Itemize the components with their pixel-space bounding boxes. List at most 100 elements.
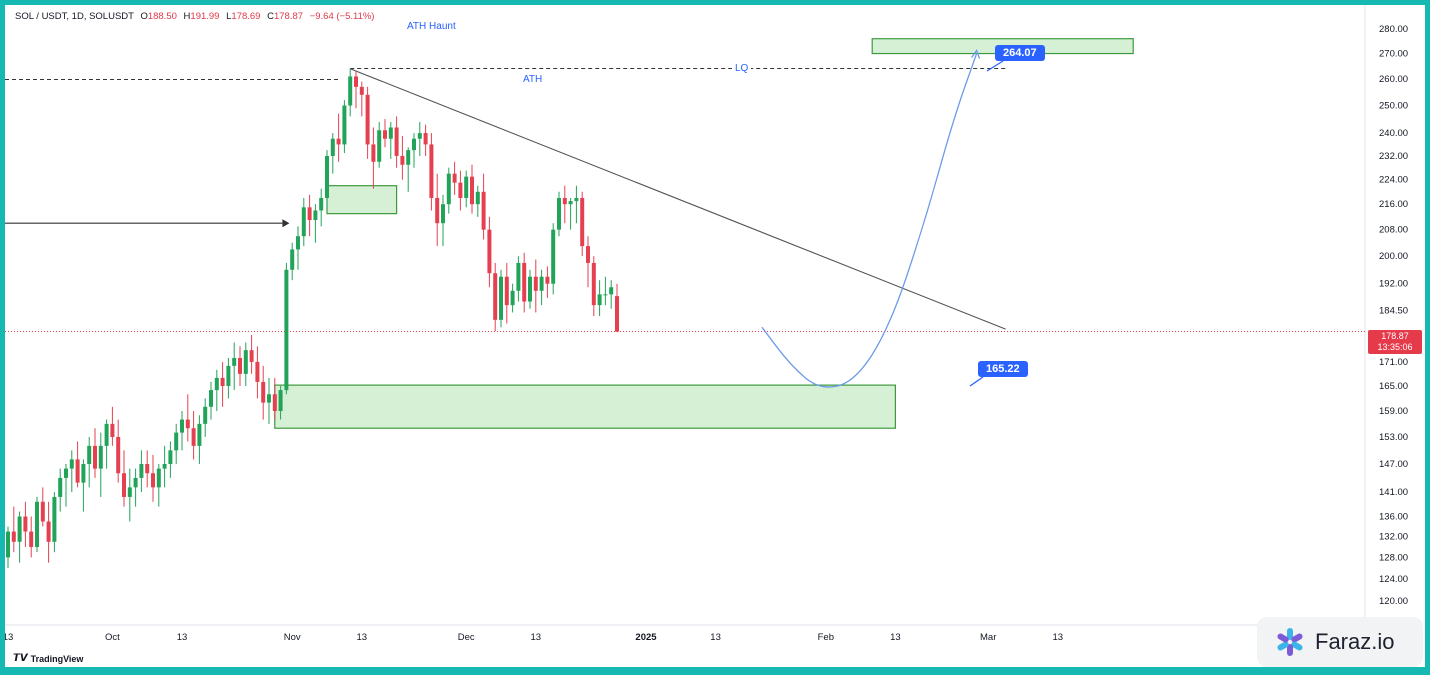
candle-body <box>81 463 86 483</box>
descending-trendline <box>349 68 1006 330</box>
candle-body <box>64 468 68 478</box>
candle-body <box>180 419 184 433</box>
candle-body <box>58 477 63 497</box>
x-tick-label: 13 <box>1053 632 1064 643</box>
candle-body <box>296 236 300 250</box>
candle-body <box>17 516 22 542</box>
candle-body <box>551 229 556 284</box>
tradingview-icon: 𝙏𝙑 <box>13 653 28 664</box>
y-tick-label: 184.50 <box>1379 306 1408 317</box>
x-tick-label: Feb <box>818 632 834 643</box>
candle-body <box>35 501 39 547</box>
target-callout-pointer <box>986 60 1004 72</box>
y-tick-label: 260.00 <box>1379 74 1408 85</box>
ath-label: ATH <box>523 74 543 85</box>
y-tick-label: 165.00 <box>1379 381 1408 392</box>
candle-body <box>127 487 132 497</box>
x-tick-label: 13 <box>890 632 901 643</box>
candle-body <box>255 361 260 382</box>
candle-body <box>278 390 283 412</box>
x-tick-label: Mar <box>980 632 996 643</box>
candle-body <box>284 269 289 391</box>
candle-body <box>429 144 434 198</box>
chart-canvas[interactable]: 280.00 270.00 260.00 250.00 240.00 232.00 224.… <box>5 5 1425 667</box>
candle-body <box>209 390 213 407</box>
candle-body <box>609 287 614 295</box>
candle-body <box>412 138 416 151</box>
open-value: 188.50 <box>147 11 177 22</box>
candle-body <box>336 138 341 145</box>
close-value: 178.87 <box>273 11 304 22</box>
support-price-callout: 165.22 <box>978 361 1028 377</box>
candle-body <box>116 436 121 474</box>
candle-body <box>249 350 254 362</box>
x-tick-label: 13 <box>177 632 188 643</box>
candle-body <box>452 173 457 183</box>
y-tick-label: 280.00 <box>1379 24 1408 35</box>
candle-body <box>383 130 387 139</box>
candle-body <box>104 423 109 446</box>
candle-body <box>394 127 399 156</box>
candle-body <box>220 377 225 387</box>
candle-body <box>562 197 567 205</box>
candle-body <box>75 459 80 483</box>
x-tick-label: 13 <box>531 632 542 643</box>
candle-body <box>243 350 248 374</box>
candle-body <box>487 229 492 274</box>
candle-body <box>185 419 190 429</box>
candle-body <box>435 197 440 224</box>
y-tick-label: 159.00 <box>1379 406 1408 417</box>
candle-body <box>580 197 585 247</box>
candle-body <box>133 477 138 488</box>
ath-haunt-label: ATH Haunt <box>407 21 456 32</box>
candle-body <box>510 290 515 306</box>
projection-path <box>761 53 978 388</box>
low-value: 178.69 <box>231 11 261 22</box>
candle-body <box>522 262 527 302</box>
candle-body <box>93 445 97 469</box>
x-tick-label: Dec <box>458 632 475 643</box>
candle-body <box>458 182 463 198</box>
candle-body <box>574 197 579 202</box>
candle-body <box>481 191 486 230</box>
tradingview-logo[interactable]: 𝙏𝙑 TradingView <box>13 653 83 664</box>
x-tick-label: Nov <box>284 632 301 643</box>
candle-body <box>359 86 364 95</box>
y-tick-label: 171.00 <box>1379 357 1408 368</box>
last-price-value: 178.87 <box>1381 331 1409 341</box>
symbol-header: SOL / USDT, 1D, SOLUSDT O188.50 H191.99 … <box>15 11 374 22</box>
candle-body <box>342 105 347 145</box>
y-tick-label: 141.00 <box>1379 487 1408 498</box>
candle-body <box>232 357 237 366</box>
y-tick-label: 120.00 <box>1379 596 1408 607</box>
candle-body <box>516 262 521 291</box>
high-label: H <box>183 11 191 22</box>
candle-body <box>203 406 208 424</box>
chart-frame: 280.00 270.00 260.00 250.00 240.00 232.00 224.… <box>5 5 1425 667</box>
candle-body <box>214 377 219 391</box>
candle-body <box>23 516 28 532</box>
candle-body <box>400 155 405 165</box>
symbol-line: SOL / USDT, 1D, SOLUSDT <box>15 11 134 22</box>
candle-body <box>446 173 451 205</box>
candle-body <box>417 133 422 139</box>
y-tick-label: 224.00 <box>1379 175 1408 186</box>
x-tick-label: 13 <box>357 632 368 643</box>
brand-watermark: Faraz.io <box>1257 617 1423 667</box>
candle-body <box>603 294 608 296</box>
candle-body <box>226 365 231 387</box>
candle-body <box>191 428 196 446</box>
candle-body <box>301 207 306 237</box>
candle-body <box>29 531 34 547</box>
candle-body <box>40 501 45 522</box>
candle-body <box>568 201 573 205</box>
y-tick-label: 270.00 <box>1379 49 1408 60</box>
candle-body <box>168 450 173 464</box>
candle-body <box>151 473 155 488</box>
candle-body <box>330 138 335 156</box>
demand_zone_low <box>274 384 896 429</box>
candle-body <box>156 468 161 488</box>
candle-body <box>261 381 266 403</box>
candle-body <box>493 273 498 320</box>
candle-body <box>348 76 353 106</box>
